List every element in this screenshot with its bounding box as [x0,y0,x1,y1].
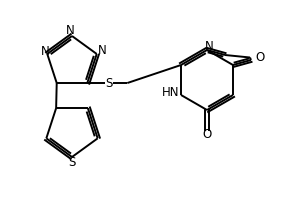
Text: S: S [106,77,113,90]
Text: N: N [205,40,213,52]
Text: N: N [98,44,107,57]
Text: N: N [66,24,74,38]
Text: N: N [41,45,50,58]
Text: HN: HN [161,86,179,99]
Text: S: S [68,156,76,168]
Text: O: O [202,129,211,142]
Text: O: O [255,51,264,64]
